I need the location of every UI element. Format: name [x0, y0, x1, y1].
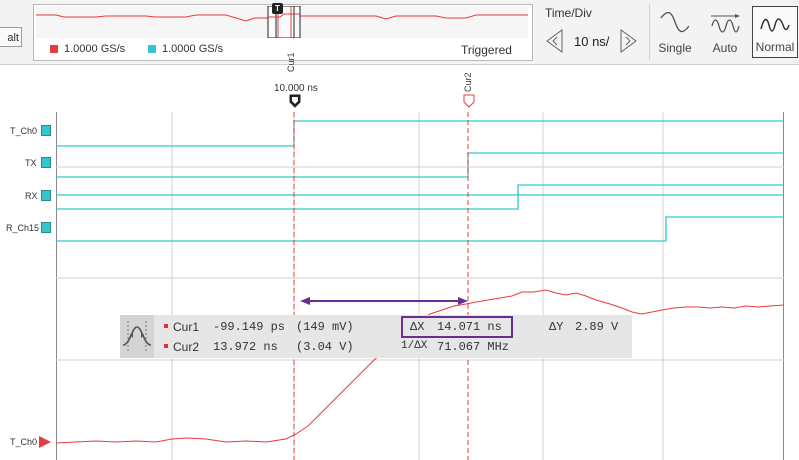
- channel-label-tx: TX: [25, 158, 37, 168]
- trace-r-ch15: [56, 216, 784, 242]
- single-wave-icon: [660, 12, 690, 33]
- time-div-value: 10 ns/: [574, 34, 610, 49]
- waveform-canvas: [56, 112, 784, 460]
- normal-wave-icon: [760, 18, 790, 32]
- legend-label: 1.0000 GS/s: [64, 43, 126, 55]
- trace-rx: [56, 184, 784, 210]
- trace-tx: [56, 152, 784, 178]
- grid: [56, 112, 784, 460]
- cursor2-tag: Cur2: [463, 72, 473, 92]
- cur2-dot-icon: [164, 344, 168, 348]
- cur1-name: Cur1: [173, 320, 200, 334]
- cur1-dot-icon: [164, 324, 168, 328]
- delta-x-highlight: [401, 316, 513, 338]
- time-div-label: Time/Div: [545, 6, 592, 20]
- cur2-time: 13.972 ns: [213, 340, 278, 354]
- partial-button[interactable]: alt: [0, 27, 22, 47]
- channel-marker-icon[interactable]: [41, 190, 51, 201]
- plot-area[interactable]: [56, 112, 784, 460]
- legend-label: 1.0000 GS/s: [162, 43, 224, 55]
- delta-x-value: 14.071 ns: [437, 320, 502, 334]
- channel-marker-icon[interactable]: [41, 125, 51, 136]
- channel-label-t-ch0: T_Ch0: [10, 126, 38, 136]
- single-button[interactable]: Single: [653, 6, 697, 58]
- inv-delta-x-label: 1/ΔX: [401, 340, 428, 352]
- cursor1-tag: Cur1: [286, 52, 296, 72]
- trace-analog: [56, 289, 784, 444]
- trace-t-ch0: [56, 120, 784, 147]
- delta-x-label: ΔX: [410, 320, 425, 334]
- single-label: Single: [658, 41, 692, 55]
- delta-y-value: 2.89 V: [575, 320, 619, 334]
- auto-button[interactable]: Auto: [703, 6, 747, 58]
- legend-swatch-red: [50, 45, 58, 53]
- channel-label-analog: T_Ch0: [10, 437, 38, 447]
- cursor-readout-panel: [120, 315, 632, 358]
- delta-y-label: ΔY: [549, 320, 564, 334]
- cursor1-time-label: 10.000 ns: [274, 83, 318, 94]
- auto-label: Auto: [712, 41, 738, 55]
- trigger-marker-icon: T: [272, 3, 283, 14]
- channel-label-r-ch15: R_Ch15: [6, 223, 40, 233]
- analog-marker-icon[interactable]: [39, 436, 51, 448]
- cursor1-handle-icon[interactable]: [289, 94, 301, 108]
- digital-traces: [56, 120, 784, 242]
- arrow-right-icon[interactable]: [617, 28, 639, 54]
- trigger-status: Triggered: [461, 43, 512, 57]
- measurement-panel-icon[interactable]: [120, 315, 154, 358]
- normal-label: Normal: [755, 40, 795, 54]
- legend-swatch-cyan: [148, 45, 156, 53]
- auto-wave-icon: [711, 14, 740, 33]
- cursor2-handle-icon[interactable]: [463, 94, 475, 108]
- cur1-value: (149 mV): [296, 320, 354, 334]
- inv-delta-x-value: 71.067 MHz: [437, 340, 510, 354]
- channel-marker-icon[interactable]: [41, 222, 51, 233]
- cur2-name: Cur2: [173, 340, 200, 354]
- delta-arrow: [300, 297, 468, 305]
- channel-marker-icon[interactable]: [41, 157, 51, 168]
- cur2-value: (3.04 V): [296, 340, 354, 354]
- arrow-left-icon[interactable]: [544, 28, 566, 54]
- normal-button[interactable]: Normal: [752, 6, 798, 58]
- channel-label-rx: RX: [25, 191, 38, 201]
- toolbar-divider: [649, 4, 650, 60]
- cur1-time: -99.149 ps: [213, 320, 286, 334]
